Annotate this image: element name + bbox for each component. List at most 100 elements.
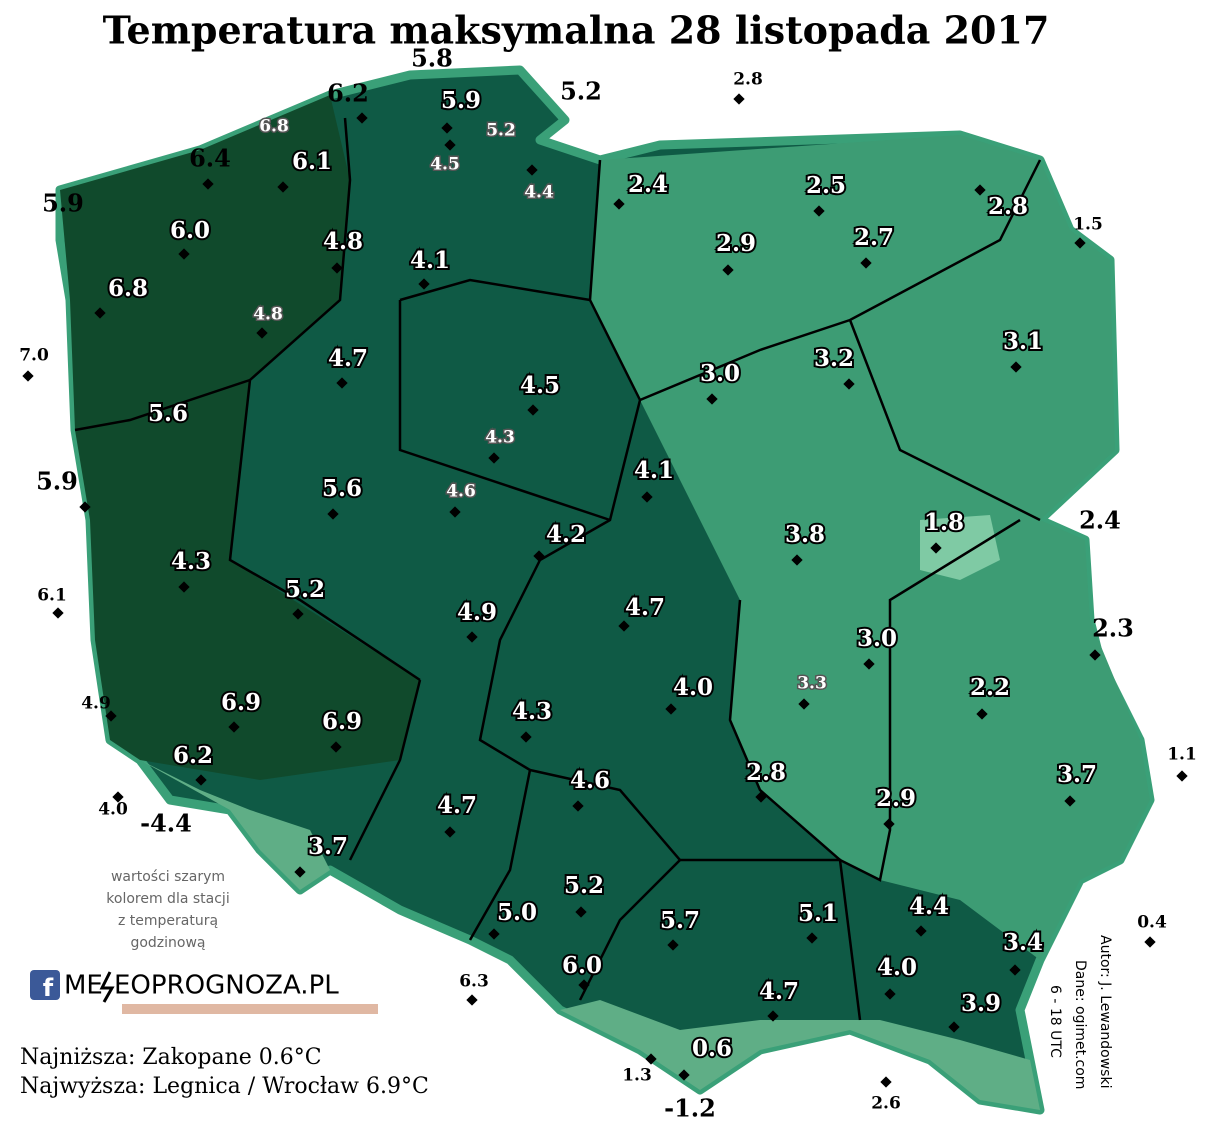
station-value: 4.4 xyxy=(524,183,554,203)
station-marker xyxy=(1176,770,1188,782)
mountains xyxy=(140,760,330,890)
title: Temperatura maksymalna 28 listopada 2017 xyxy=(103,8,1050,53)
border xyxy=(348,679,422,861)
station-value: 5.6 xyxy=(322,475,362,502)
station-value: 1.8 xyxy=(924,509,964,536)
station-marker xyxy=(488,452,500,464)
station-value: 4.6 xyxy=(570,767,610,794)
credit: 6 - 18 UTC xyxy=(1047,985,1063,1058)
station-marker xyxy=(813,205,825,217)
border xyxy=(848,319,1041,522)
station-value: 2.9 xyxy=(716,230,756,257)
station-value: 4.8 xyxy=(253,305,283,325)
border xyxy=(399,278,591,302)
station-value: 2.8 xyxy=(746,759,786,786)
station-marker xyxy=(520,731,532,743)
station-value: 5.9 xyxy=(36,467,78,496)
station-marker xyxy=(791,554,803,566)
station-value: 0.6 xyxy=(692,1035,732,1062)
station-value: 3.9 xyxy=(961,990,1001,1017)
station-marker xyxy=(572,800,584,812)
region-borders xyxy=(74,117,1042,1021)
station-marker xyxy=(277,181,289,193)
logo-bar xyxy=(122,1004,378,1014)
station-marker xyxy=(444,826,456,838)
station-marker xyxy=(880,1076,892,1088)
station-marker xyxy=(722,264,734,276)
station-value: 4.3 xyxy=(512,698,552,725)
station-value: 4.7 xyxy=(759,978,799,1005)
map-shapes xyxy=(55,65,1155,1115)
station-marker xyxy=(22,370,34,382)
station-value: 4.5 xyxy=(520,372,560,399)
station-marker xyxy=(974,184,986,196)
station-value: 4.3 xyxy=(171,548,211,575)
credit: Dane: ogimet.com xyxy=(1072,960,1088,1089)
station-value: 5.2 xyxy=(285,576,325,603)
station-value: 2.3 xyxy=(1092,614,1134,643)
station-marker xyxy=(178,248,190,260)
station-value: 1.5 xyxy=(1073,215,1103,235)
station-value: 6.4 xyxy=(189,144,231,173)
station-value: 5.1 xyxy=(798,900,838,927)
logo-bolt xyxy=(99,971,115,1003)
border xyxy=(228,117,421,682)
station-value: 4.0 xyxy=(673,674,713,701)
station-marker xyxy=(613,198,625,210)
station-value: 3.0 xyxy=(857,625,897,652)
station-marker xyxy=(178,581,190,593)
station-value: 6.9 xyxy=(221,689,261,716)
station-marker xyxy=(575,906,587,918)
station-value: 3.7 xyxy=(308,833,348,860)
border xyxy=(468,159,642,941)
station-value: 4.1 xyxy=(634,457,674,484)
station-marker xyxy=(930,542,942,554)
station-value: 6.2 xyxy=(173,742,213,769)
note-line: godzinową xyxy=(130,935,205,951)
station-value: 5.8 xyxy=(411,44,453,73)
station-value: 5.2 xyxy=(564,872,604,899)
station-value: 4.7 xyxy=(625,594,665,621)
station-marker xyxy=(331,262,343,274)
station-marker xyxy=(645,1053,657,1065)
station-marker xyxy=(1089,649,1101,661)
station-marker xyxy=(667,939,679,951)
station-marker xyxy=(1010,361,1022,373)
border xyxy=(680,858,862,1021)
station-value: 2.4 xyxy=(628,171,668,198)
station-marker xyxy=(1144,936,1156,948)
station-value: 4.3 xyxy=(485,428,515,448)
fb-icon xyxy=(30,970,60,1000)
station-marker xyxy=(444,139,456,151)
station-value: 6.0 xyxy=(562,952,602,979)
station-value: 5.6 xyxy=(148,400,188,427)
station-value: 4.2 xyxy=(546,521,586,548)
station-value: 4.9 xyxy=(457,599,497,626)
station-marker xyxy=(884,988,896,1000)
station-marker xyxy=(948,1021,960,1033)
station-marker xyxy=(1009,964,1021,976)
station-marker xyxy=(327,508,339,520)
station-value: 2.8 xyxy=(733,70,763,90)
station-marker xyxy=(665,703,677,715)
station-marker xyxy=(330,741,342,753)
station-value: 3.3 xyxy=(797,674,827,694)
station-marker xyxy=(228,721,240,733)
station-value: 5.0 xyxy=(497,899,537,926)
border xyxy=(728,518,1021,882)
station-marker xyxy=(294,866,306,878)
station-value: 2.2 xyxy=(970,674,1010,701)
station-value: 3.1 xyxy=(1003,328,1043,355)
note: wartości szarym kolorem dla stacji z tem… xyxy=(106,869,229,951)
station-marker xyxy=(527,404,539,416)
station-value: 5.7 xyxy=(660,907,700,934)
mountains xyxy=(560,1000,1040,1110)
station-marker xyxy=(1074,237,1086,249)
station-value: 5.9 xyxy=(441,87,481,114)
station-marker xyxy=(202,178,214,190)
station-value: 3.8 xyxy=(785,521,825,548)
station-value: 2.4 xyxy=(1079,506,1121,535)
station-marker xyxy=(618,620,630,632)
station-marker xyxy=(466,631,478,643)
